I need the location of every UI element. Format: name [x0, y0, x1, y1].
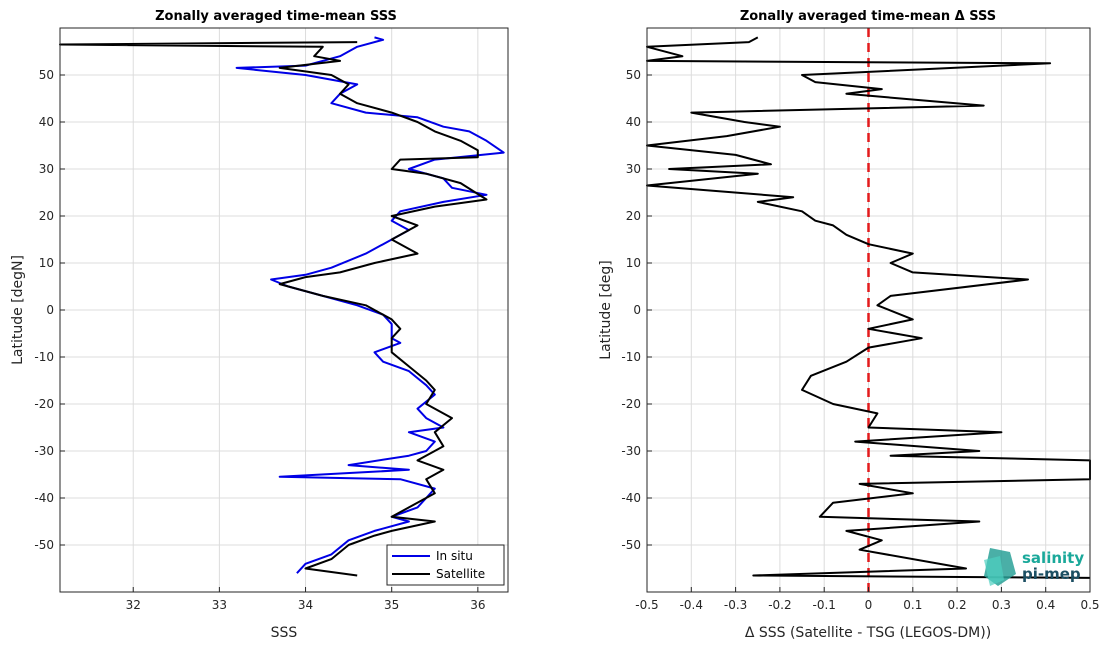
- logo-text-salinity: salinity: [1022, 549, 1084, 567]
- left-chart-title: Zonally averaged time-mean SSS: [155, 9, 397, 24]
- x-tick-label: -0.2: [768, 598, 791, 612]
- y-tick-label: 50: [626, 68, 641, 82]
- y-tick-label: 30: [626, 162, 641, 176]
- logo-mark-facet-icon: [984, 556, 1004, 586]
- y-tick-label: -50: [621, 538, 641, 552]
- x-tick-label: 34: [298, 598, 313, 612]
- left-tick-labels: 32 33 34 35 36 50 40 30 20 10 0 -10 -20 -30 -40 -50: [34, 68, 485, 612]
- y-tick-label: -40: [621, 491, 641, 505]
- y-tick-label: -40: [34, 491, 54, 505]
- y-tick-label: -10: [621, 350, 641, 364]
- y-tick-label: -20: [34, 397, 54, 411]
- legend-box: [386, 544, 505, 586]
- x-tick-label: 0.5: [1080, 598, 1099, 612]
- y-tick-label: 30: [39, 162, 54, 176]
- right-plot-area: [646, 28, 1091, 592]
- y-tick-label: 0: [46, 303, 54, 317]
- y-tick-label: -30: [34, 444, 54, 458]
- right-tick-labels: -0.5 -0.4 -0.3 -0.2 -0.1 0 0.1 0.2 0.3 0.4 0.5 50 40…: [621, 68, 1099, 612]
- y-tick-label: 10: [39, 256, 54, 270]
- y-tick-label: -30: [621, 444, 641, 458]
- x-tick-label: -0.4: [680, 598, 703, 612]
- x-tick-label: 0.3: [992, 598, 1011, 612]
- x-tick-label: 0.2: [948, 598, 967, 612]
- x-tick-label: 0.4: [1036, 598, 1055, 612]
- series-line-delta-sss: [646, 36, 1091, 579]
- series-line-in-situ: [235, 36, 505, 574]
- x-tick-label: -0.3: [724, 598, 747, 612]
- x-tick-label: 35: [384, 598, 399, 612]
- x-tick-label: -0.1: [812, 598, 835, 612]
- y-tick-label: 10: [626, 256, 641, 270]
- left-x-axis-label: SSS: [271, 625, 298, 641]
- left-y-axis-label: Latitude [degN]: [10, 255, 26, 365]
- y-tick-label: 20: [39, 209, 54, 223]
- y-tick-label: -20: [621, 397, 641, 411]
- y-tick-label: 20: [626, 209, 641, 223]
- left-plot-area: [59, 36, 505, 577]
- right-x-axis-label: Δ SSS (Satellite - TSG (LEGOS-DM)): [745, 625, 991, 641]
- y-tick-label: -10: [34, 350, 54, 364]
- right-panel: Zonally averaged time-mean Δ SSS -0.5 -0.…: [598, 9, 1100, 641]
- legend-label-in-situ: In situ: [436, 549, 473, 563]
- right-chart-title: Zonally averaged time-mean Δ SSS: [740, 9, 996, 24]
- y-tick-label: 40: [39, 115, 54, 129]
- y-tick-label: 50: [39, 68, 54, 82]
- x-tick-label: 0.1: [903, 598, 922, 612]
- x-tick-label: -0.5: [635, 598, 658, 612]
- y-tick-label: 0: [633, 303, 641, 317]
- legend: In situ Satellite: [386, 544, 505, 586]
- y-tick-label: 40: [626, 115, 641, 129]
- y-tick-label: -50: [34, 538, 54, 552]
- right-y-axis-label: Latitude [deg]: [598, 260, 614, 359]
- left-grid: [60, 28, 508, 592]
- logo-text-pi-mep: pi-mep: [1022, 565, 1081, 583]
- x-tick-label: 33: [212, 598, 227, 612]
- left-panel: Zonally averaged time-mean SSS 32 33 34 35 3…: [10, 9, 509, 641]
- x-tick-label: 32: [126, 598, 141, 612]
- salinity-pi-mep-logo: salinity pi-mep: [984, 548, 1084, 586]
- legend-label-satellite: Satellite: [436, 567, 485, 581]
- x-tick-label: 0: [865, 598, 873, 612]
- x-tick-label: 36: [470, 598, 485, 612]
- series-line-satellite: [59, 41, 488, 577]
